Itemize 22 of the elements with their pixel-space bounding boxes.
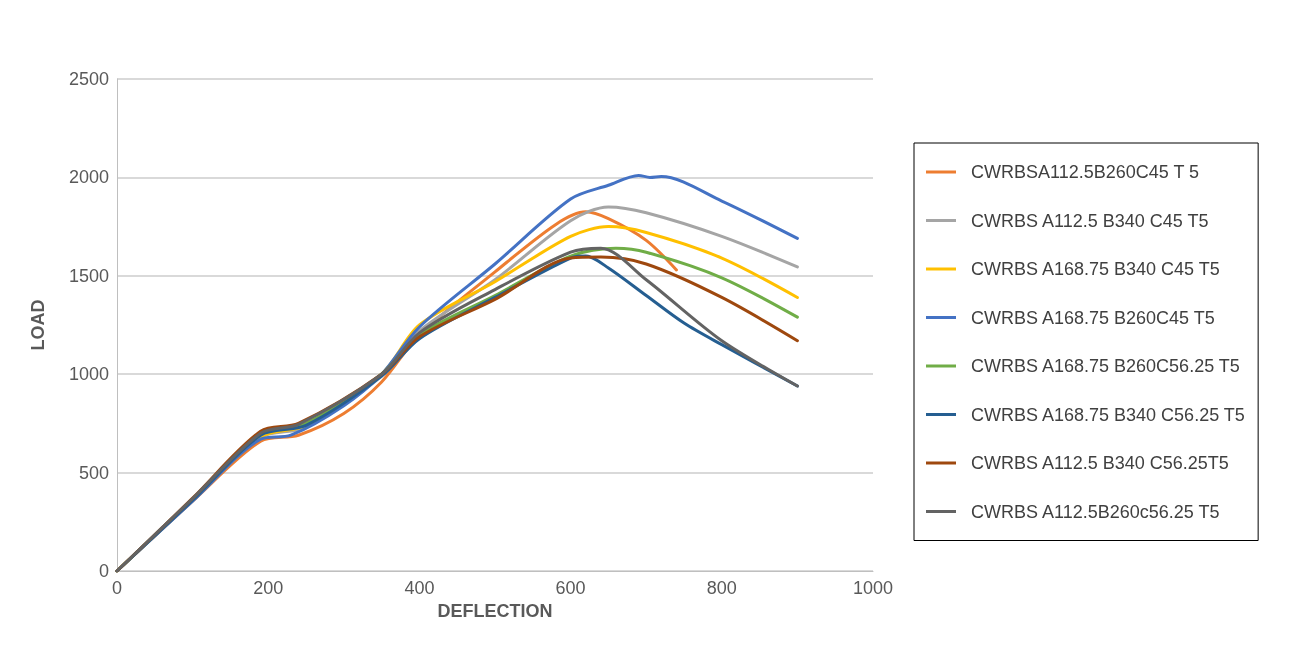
legend-label: CWRBS A168.75 B260C45 T5 [971, 307, 1215, 328]
legend-label: CWRBS A168.75 B340 C45 T5 [971, 259, 1220, 279]
legend-label: CWRBS A112.5 B340 C56.25T5 [971, 453, 1229, 473]
y-tick-label: 1500 [68, 265, 109, 286]
x-tick-label: 400 [404, 578, 435, 598]
x-tick-label: 1000 [852, 578, 894, 598]
legend-label: CWRBS A168.75 B340 C56.25 T5 [971, 404, 1245, 425]
y-tick-label: 0 [98, 561, 109, 581]
y-tick-label: 500 [78, 462, 109, 483]
x-axis-title: DEFLECTION [437, 600, 553, 621]
y-tick-label: 1000 [68, 364, 109, 385]
x-tick-label: 800 [706, 578, 737, 598]
legend-label: CWRBS A168.75 B260C56.25 T5 [971, 356, 1240, 376]
legend-label: CWRBSA112.5B260C45 T 5 [971, 162, 1200, 182]
x-tick-label: 200 [253, 578, 284, 598]
legend-label: CWRBS A112.5 B340 C45 T5 [971, 210, 1209, 231]
x-tick-label: 600 [555, 578, 586, 598]
x-tick-label: 0 [111, 578, 123, 598]
y-tick-label: 2000 [68, 167, 109, 188]
y-axis-title: LOAD [28, 299, 48, 351]
y-tick-label: 2500 [68, 69, 109, 89]
legend-label: CWRBS A112.5B260c56.25 T5 [971, 501, 1220, 522]
